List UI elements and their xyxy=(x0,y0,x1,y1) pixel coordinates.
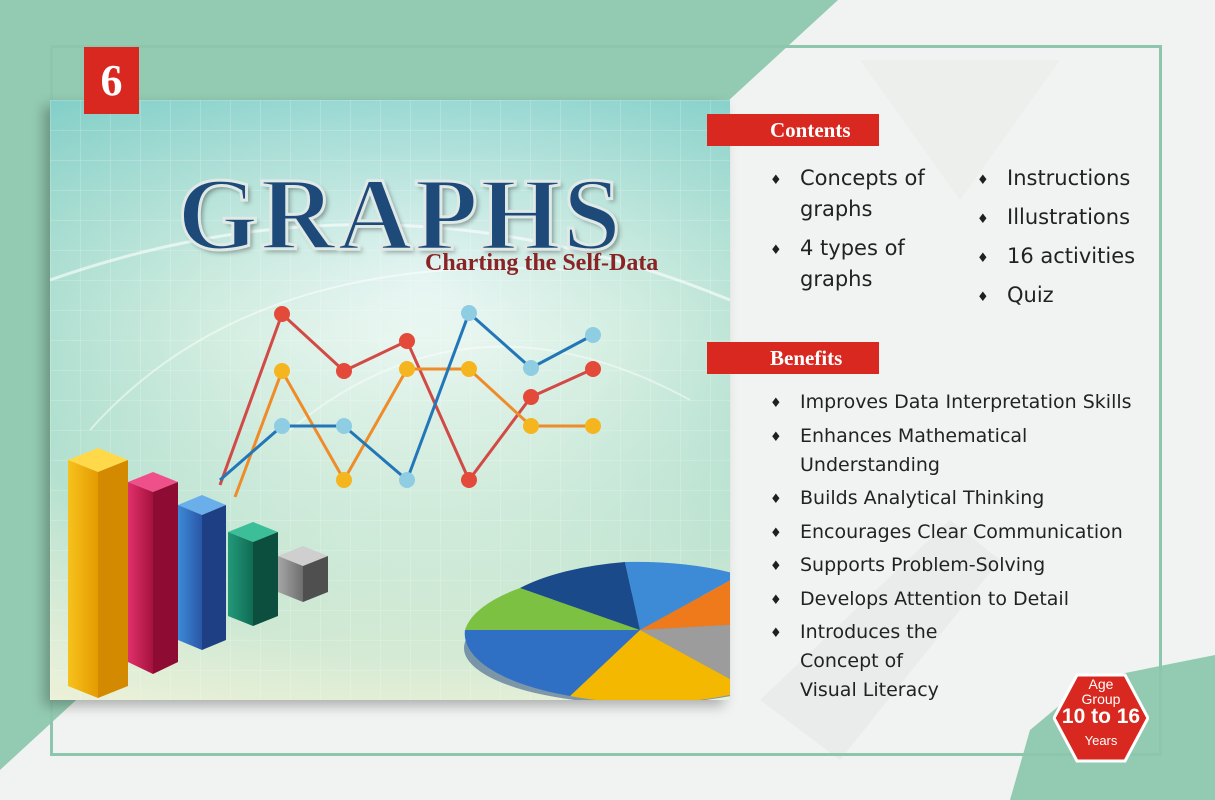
cover-line-graph xyxy=(218,305,601,498)
age-group-badge: Age Group 10 to 16 Years xyxy=(1053,673,1149,763)
list-item: ♦ Introduces the Concept of Visual Litera… xyxy=(770,621,939,701)
contents-list-left: ♦ Concepts of graphs ♦ 4 types of graphs xyxy=(770,163,940,303)
diamond-bullet-icon: ♦ xyxy=(977,251,989,266)
list-item: ♦ Builds Analytical Thinking xyxy=(770,484,1150,513)
diamond-bullet-icon: ♦ xyxy=(770,492,782,507)
diamond-bullet-icon: ♦ xyxy=(770,559,782,574)
book-number-badge: 6 xyxy=(84,47,139,114)
book-cover: GRAPHS Charting the Self-Data xyxy=(50,100,730,700)
list-item: ♦ Concepts of graphs xyxy=(770,166,925,221)
diamond-bullet-icon: ♦ xyxy=(770,243,782,258)
diamond-bullet-icon: ♦ xyxy=(770,173,782,188)
list-item: ♦ 16 activities xyxy=(977,241,1157,272)
book-title: GRAPHS xyxy=(176,156,623,274)
diamond-bullet-icon: ♦ xyxy=(977,173,989,188)
list-item: ♦ Improves Data Interpretation Skills xyxy=(770,388,1150,417)
cover-artwork xyxy=(50,100,730,700)
cover-pie-chart xyxy=(464,561,730,700)
list-item: ♦ Encourages Clear Communication xyxy=(770,518,1150,547)
diamond-bullet-icon: ♦ xyxy=(977,290,989,305)
diamond-bullet-icon: ♦ xyxy=(770,396,782,411)
hexagon-badge-icon xyxy=(1053,673,1149,763)
diamond-bullet-icon: ♦ xyxy=(977,212,989,227)
contents-list-right: ♦ Instructions ♦ Illustrations ♦ 16 activit… xyxy=(977,163,1157,319)
list-item: ♦ Develops Attention to Detail xyxy=(770,585,1150,614)
list-item: ♦ Illustrations xyxy=(977,202,1157,233)
age-range: 10 to 16 xyxy=(1061,705,1141,728)
list-item: ♦ Instructions xyxy=(977,163,1157,194)
contents-heading: Contents xyxy=(707,114,879,146)
group-label: Group xyxy=(1081,691,1121,707)
diamond-bullet-icon: ♦ xyxy=(770,429,782,445)
benefits-list: ♦ Improves Data Interpretation Skills ♦ En… xyxy=(770,388,1150,710)
diamond-bullet-icon: ♦ xyxy=(770,626,782,641)
list-item: ♦ Supports Problem-Solving xyxy=(770,551,1150,580)
diamond-bullet-icon: ♦ xyxy=(770,592,782,608)
list-item: ♦ Enhances Mathematical Understanding xyxy=(770,424,1028,476)
benefits-heading: Benefits xyxy=(707,342,879,374)
book-subtitle: Charting the Self-Data xyxy=(425,250,659,276)
years-label: Years xyxy=(1084,733,1118,748)
age-label: Age xyxy=(1088,676,1114,692)
cover-bar-graph xyxy=(68,448,328,698)
diamond-bullet-icon: ♦ xyxy=(770,525,782,541)
list-item: ♦ 4 types of graphs xyxy=(770,236,905,291)
list-item: ♦ Quiz xyxy=(977,280,1157,311)
